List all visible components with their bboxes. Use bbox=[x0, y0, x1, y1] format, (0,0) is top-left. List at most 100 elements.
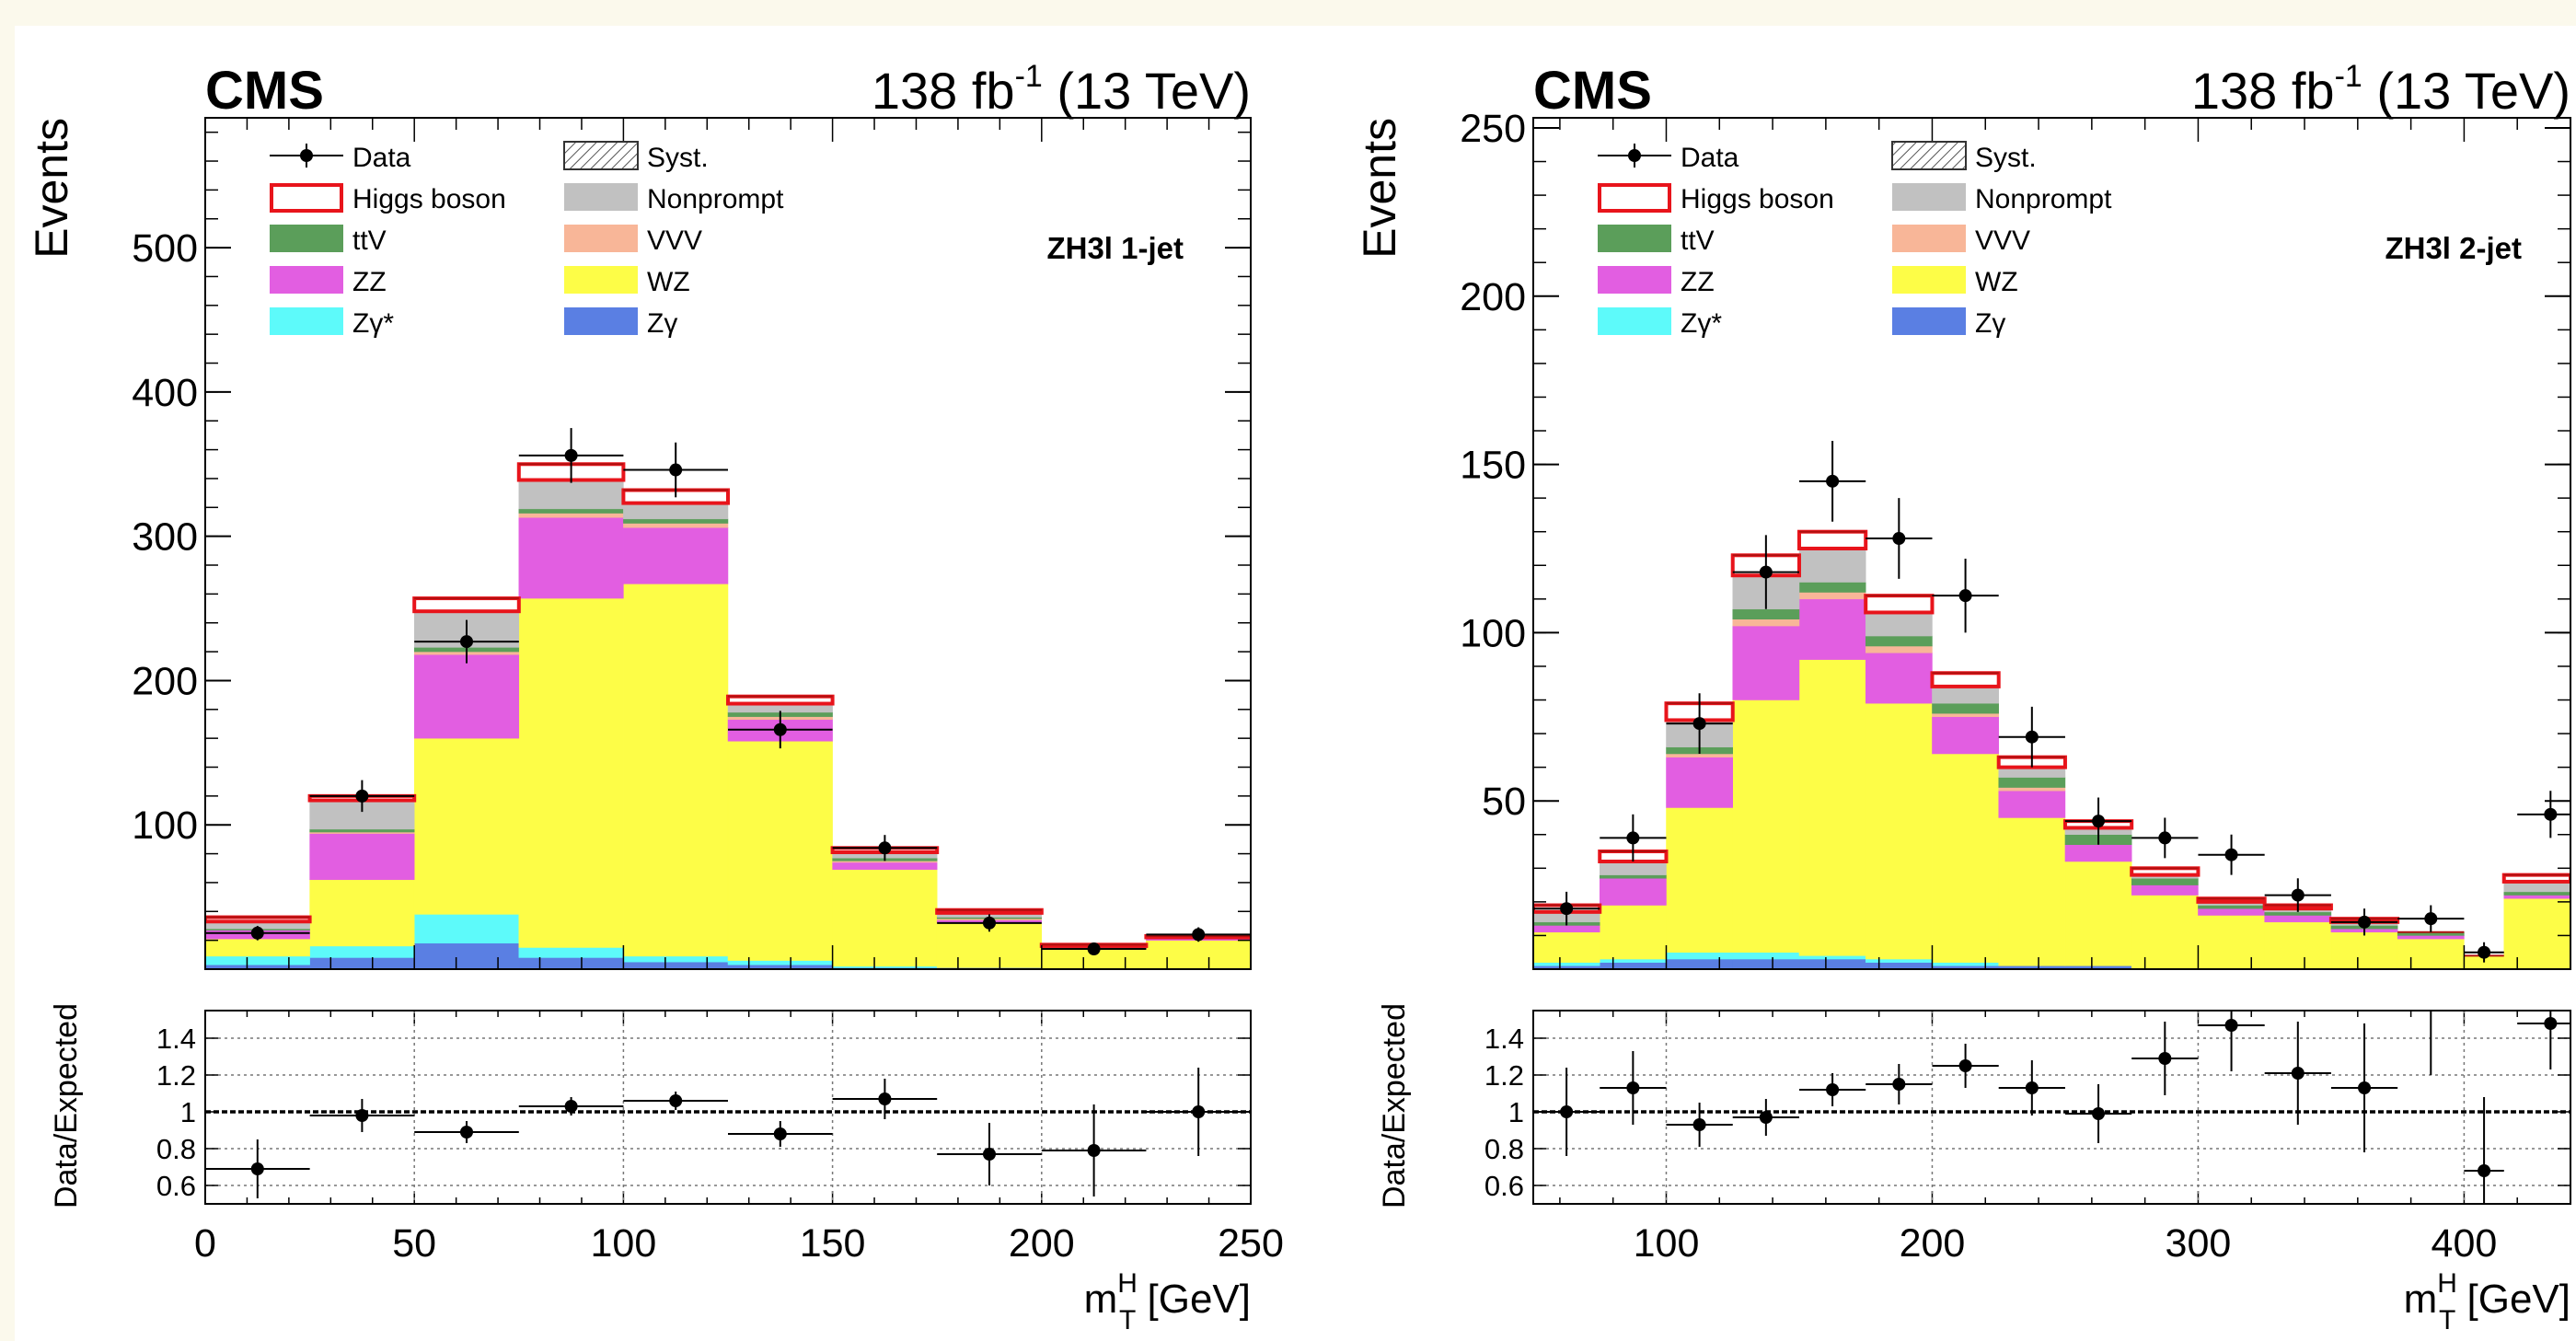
stack-bar-zz bbox=[2397, 935, 2465, 940]
stack-bar-wz bbox=[2503, 897, 2570, 969]
data-points bbox=[205, 428, 1251, 956]
legend-entry: Syst. bbox=[1891, 141, 2037, 173]
stack-bar-wz bbox=[1798, 659, 1866, 956]
data-point bbox=[1892, 532, 1906, 546]
legend-label: Syst. bbox=[1975, 143, 2037, 173]
stack-bar-z bbox=[1865, 958, 1933, 963]
data-point bbox=[2544, 807, 2558, 821]
legend-hatch-box bbox=[1891, 141, 1967, 170]
stack-bar-zz bbox=[2131, 884, 2199, 896]
stack-bar-z bbox=[727, 960, 833, 965]
stack-bar-wz bbox=[832, 869, 938, 967]
x-axis-title: mH T [GeV] bbox=[2404, 1268, 2570, 1335]
lumi-part: 138 fb bbox=[2191, 62, 2335, 120]
legend-color-box bbox=[1598, 266, 1671, 294]
stack-bar-wz bbox=[518, 597, 624, 948]
stack-bar-ttv bbox=[1998, 777, 2066, 788]
stack-bar-ttv bbox=[1865, 635, 1933, 647]
data-point bbox=[1759, 565, 1773, 579]
stack-bar-ttv bbox=[1732, 608, 1800, 620]
data-point bbox=[564, 448, 578, 462]
stack-bar-zz bbox=[2198, 907, 2265, 916]
stack-bar-wz bbox=[1865, 702, 1933, 960]
stack-bar-vvv bbox=[1798, 592, 1866, 600]
xtick-label: 100 bbox=[1634, 1221, 1700, 1266]
legend-color-box bbox=[564, 307, 638, 335]
stack-bar-zz bbox=[1533, 925, 1600, 933]
lumi-part: 138 fb bbox=[872, 62, 1015, 120]
legend-color-box bbox=[1598, 225, 1671, 252]
legend-hatch-box bbox=[563, 141, 639, 170]
stack-bar-z bbox=[1599, 958, 1667, 963]
legend-color-box bbox=[1598, 307, 1671, 335]
higgs-bar bbox=[1796, 529, 1868, 550]
ytick-label: 150 bbox=[1460, 444, 1526, 488]
legend-color-box bbox=[564, 225, 638, 252]
ratio-points bbox=[205, 1068, 1251, 1198]
ratio-point bbox=[1826, 1083, 1840, 1096]
ratio-point bbox=[1087, 1144, 1101, 1157]
ratio-y-axis-title: Data/Expected bbox=[49, 1003, 84, 1208]
ytick-label: 200 bbox=[132, 659, 198, 703]
stack-bar-nonprompt bbox=[1599, 861, 1667, 875]
stack-bar-ttv bbox=[2503, 891, 2570, 896]
ratio-point bbox=[460, 1126, 473, 1139]
xtick-label: 400 bbox=[2432, 1221, 2498, 1266]
ratio-point bbox=[2158, 1052, 2172, 1065]
ratio-tick-label: 1 bbox=[180, 1096, 196, 1128]
xtick-label: 200 bbox=[1009, 1221, 1075, 1266]
legend-color-box bbox=[270, 266, 343, 294]
stack-bar-z bbox=[1732, 958, 1800, 969]
ratio-point bbox=[1626, 1081, 1640, 1094]
ratio-frame bbox=[1532, 1010, 2571, 1205]
x-title-part: [GeV] bbox=[1136, 1277, 1251, 1322]
data-point bbox=[669, 463, 683, 477]
ratio-tick-label: 0.8 bbox=[156, 1133, 196, 1165]
legend-entry: Higgs boson bbox=[1598, 183, 1834, 214]
stack-bar-wz bbox=[1666, 807, 1733, 953]
stack-bar-wz bbox=[1932, 753, 1999, 963]
stack-bar-zz bbox=[832, 861, 938, 871]
legend-entry: Zγ bbox=[1892, 307, 2005, 339]
data-point bbox=[1192, 928, 1206, 942]
ratio-point bbox=[2358, 1081, 2372, 1094]
stack-bar-z bbox=[1599, 962, 1667, 969]
stack-bar-nonprompt bbox=[1798, 548, 1866, 583]
stack-bar-zz bbox=[2503, 895, 2570, 899]
legend-label: VVV bbox=[647, 225, 702, 256]
ratio-tick-label: 1.2 bbox=[156, 1059, 196, 1092]
legend-entry: VVV bbox=[564, 225, 702, 256]
stack-bar-z bbox=[1666, 958, 1733, 969]
legend-color-box bbox=[564, 183, 638, 211]
ratio-tick-label: 1 bbox=[1508, 1096, 1524, 1128]
data-point bbox=[355, 789, 369, 803]
stack-bar-wz bbox=[2064, 861, 2132, 966]
data-point bbox=[2478, 945, 2491, 959]
stack-bar-vvv bbox=[1732, 618, 1800, 627]
ytick-label: 50 bbox=[1482, 780, 1526, 824]
legend-color-box bbox=[564, 266, 638, 294]
lumi-part: (13 TeV) bbox=[2362, 62, 2570, 120]
ytick-label: 100 bbox=[1460, 611, 1526, 655]
legend-color-box bbox=[270, 307, 343, 335]
legend-entry: Zγ* bbox=[1598, 307, 1722, 339]
stack-bar-vvv bbox=[518, 513, 624, 518]
data-points bbox=[1533, 440, 2570, 963]
data-point bbox=[2158, 831, 2172, 845]
data-point bbox=[250, 926, 264, 940]
stack-bar-zz bbox=[413, 653, 520, 739]
ratio-point bbox=[1759, 1111, 1773, 1124]
stack-bar-z bbox=[518, 957, 624, 969]
stack-bar-z bbox=[413, 942, 520, 969]
y-axis-title: Events bbox=[1354, 118, 1405, 259]
stack-bar-z bbox=[623, 955, 729, 963]
legend-entry: ttV bbox=[1598, 225, 1715, 256]
stack-bar-wz bbox=[1146, 940, 1251, 969]
lumi-part: -1 bbox=[1015, 59, 1043, 94]
legend-entry: ZZ bbox=[270, 266, 387, 297]
legend-entry: Data bbox=[270, 143, 411, 173]
stack-bar-z bbox=[1865, 962, 1933, 969]
stack-bar-zz bbox=[309, 833, 415, 881]
stack-bar-ttv bbox=[1798, 582, 1866, 593]
lumi-label: 138 fb-1 (13 TeV) bbox=[2191, 59, 2570, 120]
